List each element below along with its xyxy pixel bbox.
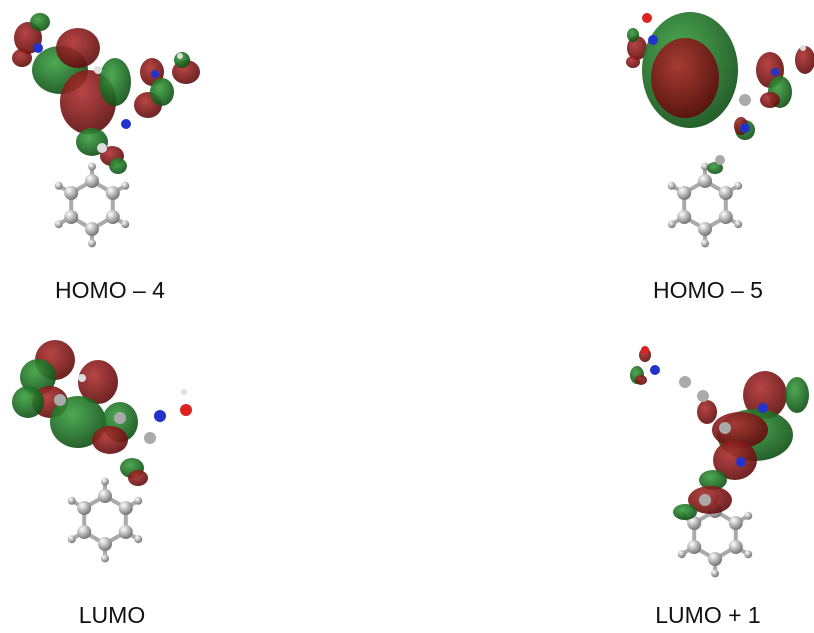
panel-label: LUMO [79, 602, 145, 628]
atom [744, 550, 752, 558]
atom [719, 186, 733, 200]
atom [701, 239, 709, 247]
atom [151, 70, 159, 78]
lobe-red [651, 38, 719, 118]
atom [121, 220, 129, 228]
atom [715, 155, 725, 165]
atom [180, 404, 192, 416]
atom [758, 403, 768, 413]
atom [729, 540, 743, 554]
atom [101, 478, 109, 486]
panel-label: HOMO – 5 [653, 277, 763, 303]
atom [77, 525, 91, 539]
page: HOMO – 4 HOMO – 5 LUMO LUMO + 1 (() => {… [0, 0, 814, 633]
atom [641, 346, 649, 354]
figure: HOMO – 4 HOMO – 5 LUMO LUMO + 1 [0, 0, 814, 633]
atom [119, 525, 133, 539]
lobe-red [697, 400, 717, 424]
atom [134, 497, 142, 505]
atom [54, 394, 66, 406]
atom [708, 552, 722, 566]
atom [85, 222, 99, 236]
atom [78, 374, 86, 382]
atom [679, 376, 691, 388]
atom [711, 569, 719, 577]
atom [699, 494, 711, 506]
atom [668, 182, 676, 190]
atom [77, 501, 91, 515]
atom [698, 222, 712, 236]
lobe-green [785, 377, 809, 413]
lobe-green [99, 58, 131, 106]
atom [88, 239, 96, 247]
atom [734, 182, 742, 190]
lobe-green [30, 13, 50, 31]
panel-label: LUMO + 1 [655, 602, 760, 628]
atom [33, 43, 43, 53]
atom [64, 210, 78, 224]
atom [68, 497, 76, 505]
lobe-green [673, 504, 697, 520]
lobe-green [12, 386, 44, 418]
atom [119, 501, 133, 515]
atom [101, 554, 109, 562]
orbital-panel [630, 346, 809, 577]
atom [771, 68, 779, 76]
atom [697, 390, 709, 402]
atom [55, 220, 63, 228]
atom [687, 540, 701, 554]
atom [650, 365, 660, 375]
atom [719, 422, 731, 434]
atom [114, 412, 126, 424]
atom [68, 535, 76, 543]
lobe-red [760, 92, 780, 108]
atom [98, 537, 112, 551]
atom [739, 94, 751, 106]
atom [668, 220, 676, 228]
atom [719, 210, 733, 224]
lobe-red [12, 49, 32, 67]
atom [177, 53, 183, 59]
lobe-green [627, 28, 639, 42]
atom [106, 186, 120, 200]
atom [85, 174, 99, 188]
atom [154, 410, 166, 422]
lobe-red [635, 375, 647, 385]
atom [698, 174, 712, 188]
atom [800, 45, 806, 51]
atom [121, 182, 129, 190]
lobe-green [109, 158, 127, 174]
panel-label: HOMO – 4 [55, 277, 165, 303]
atom [55, 182, 63, 190]
atom [642, 13, 652, 23]
atom [736, 457, 746, 467]
atom [744, 512, 752, 520]
lobe-red [56, 28, 100, 68]
atom [98, 489, 112, 503]
orbital-panel [12, 340, 192, 562]
atom [97, 143, 107, 153]
atom [121, 119, 131, 129]
atom [648, 35, 658, 45]
atom [64, 186, 78, 200]
atom [181, 389, 187, 395]
orbital-panel [12, 13, 200, 247]
atom [106, 210, 120, 224]
atom [88, 163, 96, 171]
lobe-red [92, 426, 128, 454]
atom [144, 432, 156, 444]
lobe-red [626, 56, 640, 68]
orbital-panel [626, 12, 814, 247]
atom [94, 66, 102, 74]
atom [677, 210, 691, 224]
lobe-green [150, 78, 174, 106]
atom [134, 535, 142, 543]
atom [734, 220, 742, 228]
atom [729, 516, 743, 530]
atom [677, 186, 691, 200]
atom [740, 123, 750, 133]
atom [678, 550, 686, 558]
lobe-red [128, 470, 148, 486]
